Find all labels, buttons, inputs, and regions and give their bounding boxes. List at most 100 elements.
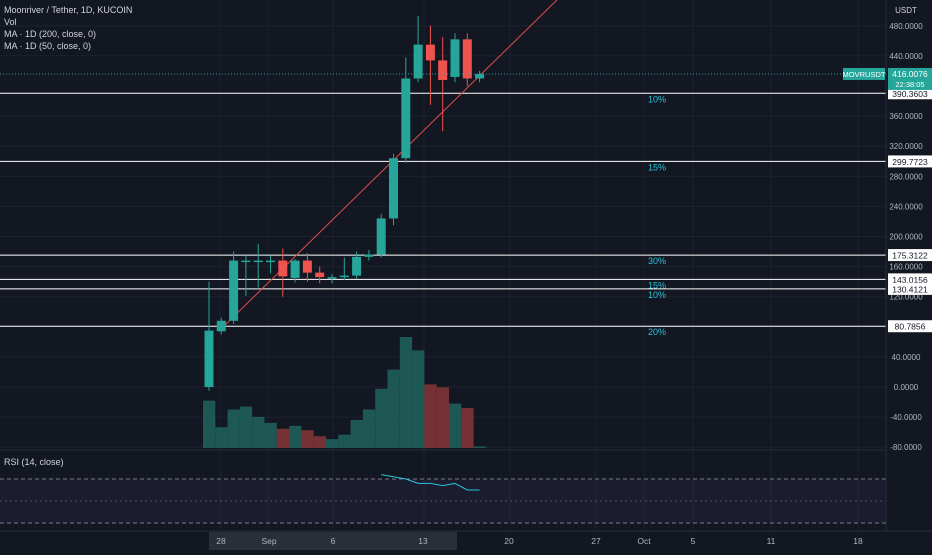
x-tick-4: 20: [504, 536, 514, 546]
level-axis-tag-1: [888, 155, 932, 168]
volume-bar-7: [289, 425, 302, 448]
y-tick-6: 200.0000: [889, 233, 923, 242]
level-pct-2: 30%: [648, 256, 666, 266]
candle-body-14: [376, 218, 386, 255]
candle-body-19: [438, 60, 448, 80]
volume-bar-2: [227, 409, 240, 448]
volume-bar-10: [326, 439, 339, 448]
time-axis-range-highlight: [209, 532, 457, 550]
volume-bar-15: [387, 369, 400, 448]
rsi-line: [381, 474, 480, 491]
volume-bar-20: [449, 403, 462, 448]
level-pct-3: 15%: [648, 280, 666, 290]
level-axis-price-5: 80.7856: [895, 322, 926, 332]
ma50-legend: MA · 1D (50, close, 0): [4, 41, 92, 51]
y-tick-4: 280.0000: [889, 172, 923, 181]
candle-body-22: [475, 73, 485, 79]
y-tick-3: 320.0000: [889, 142, 923, 151]
x-tick-7: 5: [691, 536, 696, 546]
y-tick-12: -80.0000: [890, 443, 922, 452]
volume-bar-11: [338, 434, 351, 448]
level-pct-4: 10%: [648, 290, 666, 300]
x-tick-1: Sep: [261, 536, 276, 546]
candle-body-2: [229, 260, 239, 321]
candle-body-7: [290, 260, 300, 278]
candle-body-17: [413, 44, 423, 79]
candle-body-13: [364, 254, 374, 257]
level-axis-price-3: 143.0156: [892, 275, 928, 285]
volume-bar-1: [215, 427, 228, 448]
candle-body-8: [302, 260, 312, 273]
y-tick-1: 440.0000: [889, 52, 923, 61]
candle-body-5: [266, 260, 275, 263]
y-tick-9: 40.0000: [892, 353, 921, 362]
y-tick-7: 160.0000: [889, 263, 923, 272]
currency-label: USDT: [895, 6, 917, 15]
volume-bar-0: [203, 400, 216, 448]
x-tick-2: 6: [331, 536, 336, 546]
candle-body-12: [352, 256, 362, 276]
ma200-legend: MA · 1D (200, close, 0): [4, 29, 97, 39]
y-tick-11: -40.0000: [890, 413, 922, 422]
level-axis-tag-2: [888, 249, 932, 262]
y-tick-2: 360.0000: [889, 112, 923, 121]
y-tick-0: 480.0000: [889, 22, 923, 31]
candle-body-3: [241, 260, 251, 263]
volume-bars: [203, 337, 486, 448]
candle-body-20: [450, 39, 460, 77]
level-axis-tag-0: [888, 87, 932, 100]
x-tick-5: 27: [591, 536, 601, 546]
level-axis-tag-5: [888, 320, 932, 333]
x-tick-3: 13: [418, 536, 428, 546]
y-tick-8: 120.0000: [889, 293, 923, 302]
volume-bar-22: [473, 446, 486, 448]
volume-bar-8: [301, 430, 314, 448]
symbol-tag: [843, 67, 885, 80]
symbol-tag-text: MOVRUSDT: [843, 70, 886, 79]
vol-legend: Vol: [4, 17, 17, 27]
candle-body-4: [253, 260, 263, 263]
y-tick-10: 0.0000: [894, 383, 919, 392]
level-pct-5: 20%: [648, 327, 666, 337]
level-axis-price-4: 130.4121: [892, 284, 928, 294]
candles: [204, 16, 485, 391]
candle-body-0: [204, 330, 214, 387]
rsi-legend: RSI (14, close): [4, 457, 64, 467]
volume-bar-18: [424, 384, 437, 448]
last-price-tag: [888, 67, 932, 90]
volume-bar-19: [436, 387, 449, 448]
candle-body-9: [315, 272, 325, 278]
level-pct-0: 10%: [648, 94, 666, 104]
candle-body-6: [278, 260, 288, 277]
candle-body-1: [216, 320, 226, 332]
level-axis-price-1: 299.7723: [892, 157, 928, 167]
level-axis-price-0: 390.3603: [892, 89, 928, 99]
candle-body-15: [389, 158, 398, 219]
volume-bar-5: [264, 422, 277, 448]
volume-bar-14: [375, 388, 388, 448]
time-axis: 28 Sep 6 13 20 27 Oct 5 11 18: [0, 530, 932, 550]
level-axis-tag-3: [888, 273, 932, 286]
rsi-band: [0, 479, 886, 523]
candle-body-10: [327, 277, 337, 279]
candle-body-16: [401, 78, 411, 159]
volume-bar-9: [313, 436, 326, 448]
candle-body-18: [425, 44, 435, 61]
last-price-countdown: 22:38:05: [895, 80, 924, 89]
volume-bar-6: [276, 428, 290, 448]
x-tick-0: 28: [216, 536, 226, 546]
chart-title: Moonriver / Tether, 1D, KUCOIN: [4, 5, 133, 15]
level-axis-tag-4: [888, 282, 932, 295]
last-price-value: 416.0076: [892, 69, 928, 79]
horizontal-levels[interactable]: 390.3603 10% 299.7723 15% 175.3122 30% 143.015…: [0, 87, 932, 337]
volume-bar-21: [461, 408, 474, 448]
x-tick-8: 11: [767, 536, 776, 546]
volume-bar-16: [399, 337, 413, 448]
volume-bar-17: [412, 350, 425, 448]
volume-bar-3: [239, 406, 253, 448]
level-axis-price-2: 175.3122: [892, 251, 928, 261]
